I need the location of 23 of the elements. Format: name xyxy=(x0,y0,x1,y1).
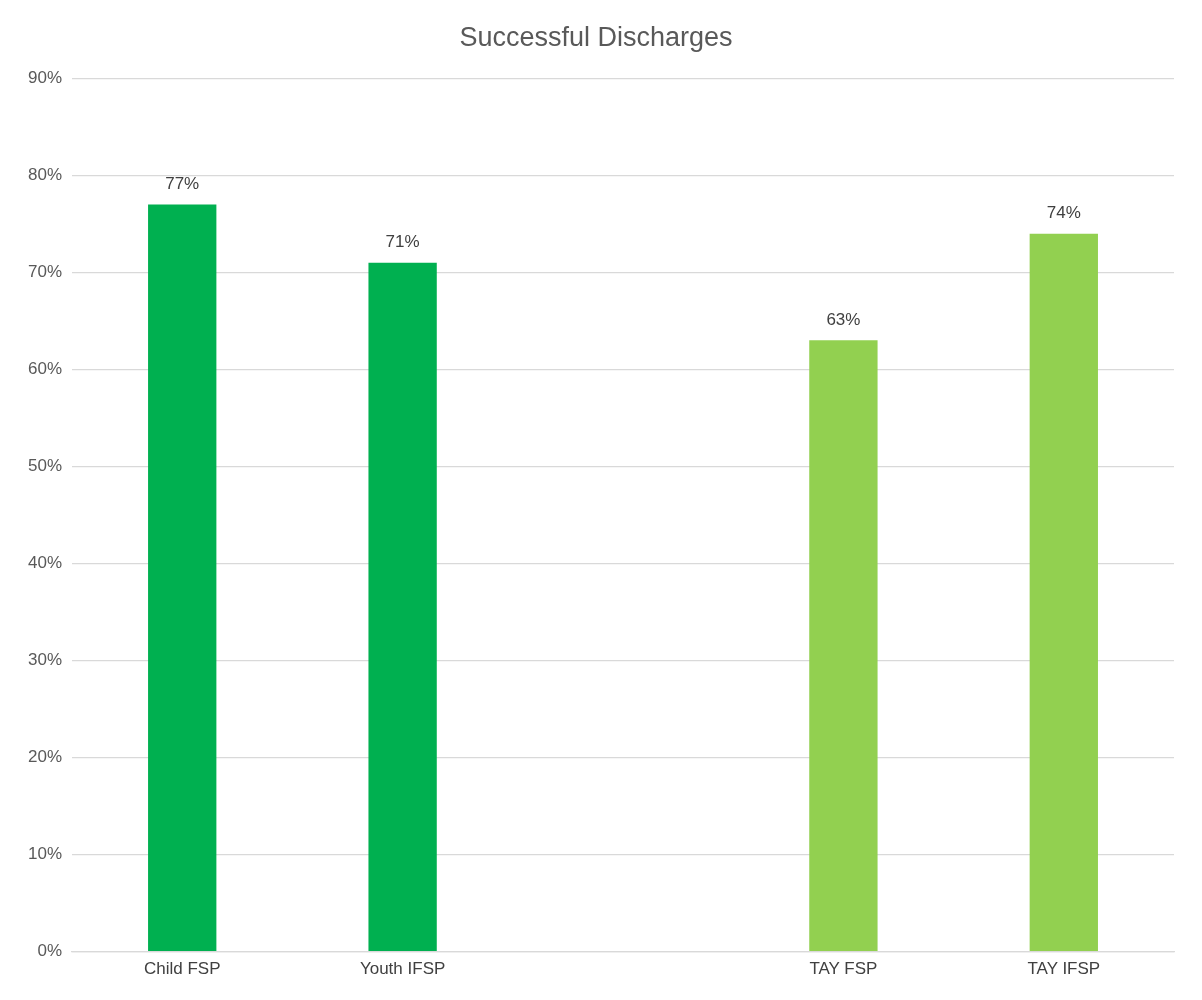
y-tick-label: 30% xyxy=(27,650,63,670)
data-label: 74% xyxy=(1046,202,1081,222)
y-tick-label: 80% xyxy=(27,165,63,185)
chart-title: Successful Discharges xyxy=(459,21,733,52)
bar xyxy=(809,340,878,951)
y-tick-label: 0% xyxy=(37,941,63,961)
y-tick-label: 20% xyxy=(27,747,63,767)
x-tick-label: Youth IFSP xyxy=(359,959,446,979)
y-tick-label: 70% xyxy=(27,262,63,282)
bar xyxy=(148,204,217,951)
y-tick-label: 10% xyxy=(27,844,63,864)
data-label: 63% xyxy=(826,309,861,329)
data-label: 71% xyxy=(385,231,420,251)
y-tick-label: 50% xyxy=(27,456,63,476)
y-tick-label: 40% xyxy=(27,553,63,573)
x-tick-label: Child FSP xyxy=(143,959,221,979)
x-tick-label: TAY FSP xyxy=(809,959,878,979)
bar xyxy=(1029,233,1098,951)
x-tick-label: TAY IFSP xyxy=(1027,959,1101,979)
bar xyxy=(368,262,437,951)
data-label: 77% xyxy=(165,173,200,193)
y-tick-label: 90% xyxy=(27,68,63,88)
y-tick-label: 60% xyxy=(27,359,63,379)
